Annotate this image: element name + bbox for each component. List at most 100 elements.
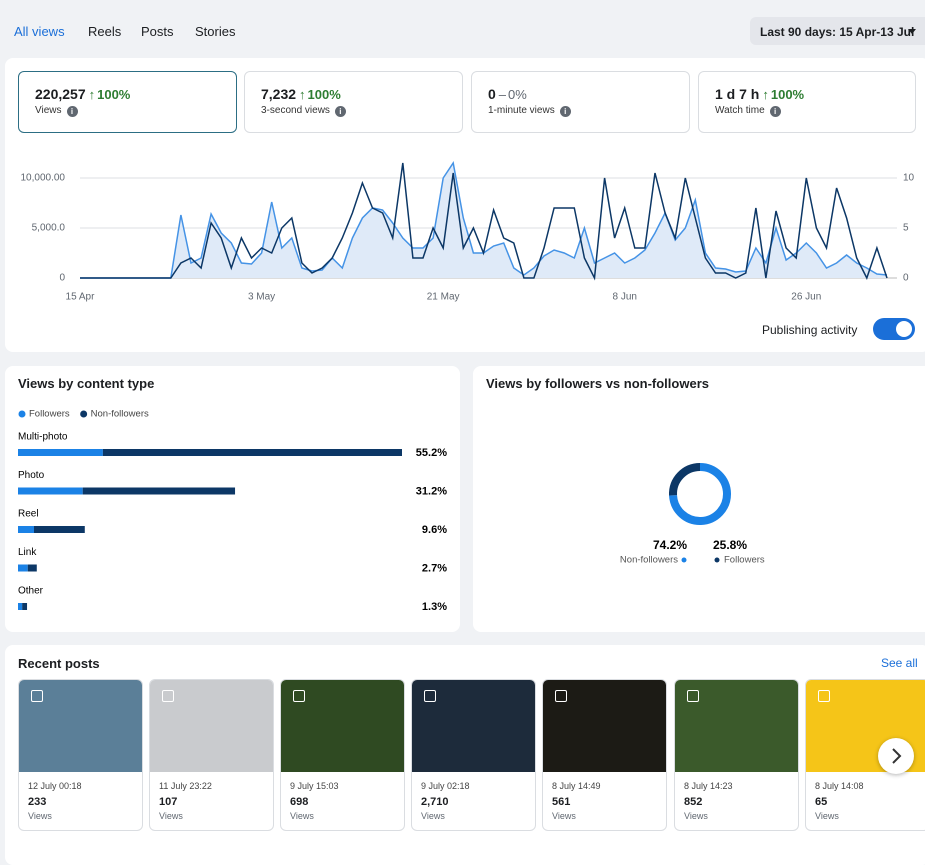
post-card[interactable]: 12 July 00:18 233 Views (18, 679, 143, 831)
bar-segment (22, 603, 28, 610)
metric-value: 220,257 ↑ 100% (35, 86, 130, 102)
tab[interactable]: Stories (195, 24, 236, 39)
legend-dot (714, 557, 720, 563)
x-tick-label: 15 Apr (66, 292, 96, 303)
post-card[interactable]: 8 July 14:08 65 Views (805, 679, 925, 831)
total-label: 2.7% (422, 562, 447, 574)
post-date: 9 July 02:18 (421, 781, 470, 791)
change: –0% (499, 87, 527, 102)
arrow-up: ↑ (88, 87, 96, 102)
value-label: 74.2% (653, 538, 687, 552)
tab[interactable]: All views (14, 24, 65, 39)
post-type-icon (162, 690, 174, 702)
bar-segment (102, 449, 402, 456)
bar-segment (18, 603, 23, 610)
see-all[interactable]: See all (881, 656, 918, 670)
content-card (5, 366, 460, 632)
card-title: Recent posts (18, 656, 100, 671)
toggle[interactable] (873, 318, 915, 340)
next-button[interactable] (878, 738, 914, 774)
legend-swatch (80, 410, 88, 418)
post-type-icon (555, 690, 567, 702)
total-label: 1.3% (422, 601, 447, 613)
post-type-icon (31, 690, 43, 702)
post-views: 65 (815, 796, 828, 808)
post-thumbnail (19, 680, 142, 772)
y2-tick-label: 10 (903, 173, 915, 184)
line (80, 162, 888, 281)
info-icon: i (559, 106, 571, 117)
post-thumbnail (543, 680, 666, 772)
info-icon: i (334, 106, 346, 117)
info-icon: i (66, 106, 78, 117)
category-label: Reel (18, 509, 39, 520)
dash: – (498, 87, 507, 102)
post-views: 698 (290, 796, 309, 808)
post-thumbnail (675, 680, 798, 772)
metric-label: Views i (35, 105, 78, 117)
tab[interactable]: Reels (88, 24, 122, 39)
post-type-icon (687, 690, 699, 702)
chevron (892, 748, 902, 764)
change: ↑ 100% (89, 87, 131, 102)
legend-dot (681, 557, 687, 563)
x-tick-label: 26 Jun (791, 292, 821, 303)
date-dropdown[interactable]: Last 90 days: 15 Apr-13 Jul (750, 17, 925, 45)
post-card[interactable]: 8 July 14:49 561 Views (542, 679, 667, 831)
content-chart: Followers Non-followers Multi-photo 55.2% Ph… (18, 409, 447, 613)
post-views-label: Views (159, 811, 183, 821)
value: 0 (488, 86, 496, 102)
post-card[interactable]: 8 July 14:23 852 Views (674, 679, 799, 831)
metric-card[interactable]: 7,232 ↑ 100% 3-second views i (244, 71, 463, 133)
bar-segment (18, 526, 34, 533)
x-tick-label: 3 May (248, 292, 275, 303)
x-tick-label: 8 Jun (612, 292, 636, 303)
post-views-label: Views (815, 811, 839, 821)
change-value: 0% (508, 87, 527, 102)
metric-card[interactable]: 220,257 ↑ 100% Views i (18, 71, 237, 133)
change-value: 100% (307, 87, 341, 102)
y2-tick-label: 5 (903, 223, 909, 234)
metric-card[interactable]: 1 d 7 h ↑ 100% Watch time i (698, 71, 916, 133)
change-value: 100% (770, 87, 805, 102)
tab[interactable]: Posts (141, 24, 174, 39)
area (80, 163, 887, 278)
post-date: 12 July 00:18 (28, 781, 82, 791)
value-label: 25.8% (713, 538, 747, 552)
followers-card (473, 366, 925, 632)
post-card[interactable]: 9 July 15:03 698 Views (280, 679, 405, 831)
metric-value: 0–0% (488, 86, 527, 102)
post-card[interactable]: 11 July 23:22 107 Views (149, 679, 274, 831)
donut-segment (669, 463, 731, 525)
post-views: 561 (552, 796, 571, 808)
metric-value: 7,232 ↑ 100% (261, 86, 341, 102)
metric-card[interactable]: 0–0% 1-minute views i (471, 71, 690, 133)
x-tick-label: 21 May (427, 292, 460, 303)
post-card[interactable]: 9 July 02:18 2,710 Views (411, 679, 536, 831)
post-date: 8 July 14:08 (815, 781, 864, 791)
category-label: Link (18, 547, 37, 558)
label: 3-second views (261, 105, 330, 116)
metric-label: 3-second views i (261, 105, 346, 117)
bar-segment (82, 487, 236, 495)
post-views-label: Views (28, 811, 52, 821)
bar-segment (18, 564, 28, 572)
legend-label: Followers (29, 409, 70, 420)
category-label: Other (18, 586, 44, 597)
follower-chart: 74.2% Non-followers 25.8% Followers (620, 463, 765, 566)
bar-segment (27, 564, 37, 572)
y2-tick-label: 0 (903, 273, 909, 284)
post-views: 233 (28, 796, 47, 808)
post-thumbnail (412, 680, 535, 772)
toggle-knob (896, 321, 912, 337)
post-views: 107 (159, 796, 178, 808)
legend-swatch (18, 410, 26, 418)
card-title: Views by content type (18, 376, 155, 391)
date-range: Last 90 days: 15 Apr-13 Jul (760, 25, 915, 39)
metric-label: 1-minute views i (488, 105, 571, 117)
value: 1 d 7 h (715, 86, 760, 102)
change-value: 100% (97, 87, 131, 102)
post-views-label: Views (421, 811, 445, 821)
total-label: 31.2% (416, 485, 447, 497)
